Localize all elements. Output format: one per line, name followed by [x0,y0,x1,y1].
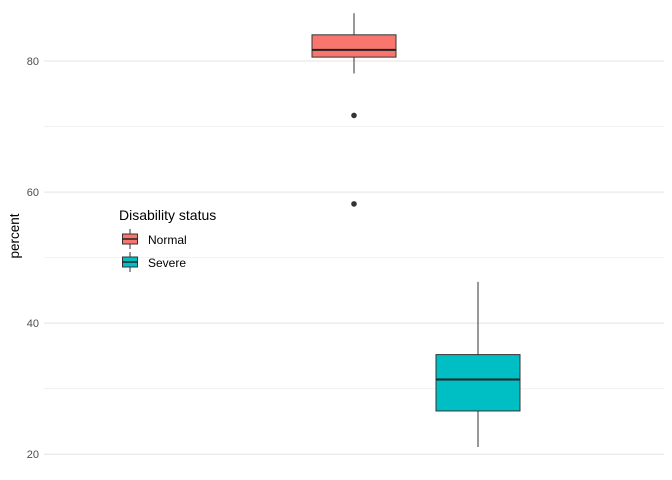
legend-label-severe: Severe [148,256,186,270]
legend-title: Disability status [119,207,216,223]
box-series [311,13,521,447]
y-tick-label: 60 [27,187,39,199]
box-body [435,354,521,412]
y-tick-label: 80 [27,56,39,68]
y-axis-ticks: 20 40 60 80 [27,56,39,461]
box-normal [311,13,397,207]
y-tick-label: 20 [27,449,39,461]
box-severe [435,281,521,447]
box-body [311,34,397,58]
legend-key-severe [122,252,138,272]
legend-label-normal: Normal [148,233,187,247]
grid-lines [44,60,664,455]
outlier-point [351,112,357,119]
y-axis-title: percent [7,213,22,258]
y-tick-label: 40 [27,318,39,330]
outlier-point [351,201,357,207]
legend-key-normal [122,229,138,249]
legend: Disability status Normal Severe [119,207,216,272]
